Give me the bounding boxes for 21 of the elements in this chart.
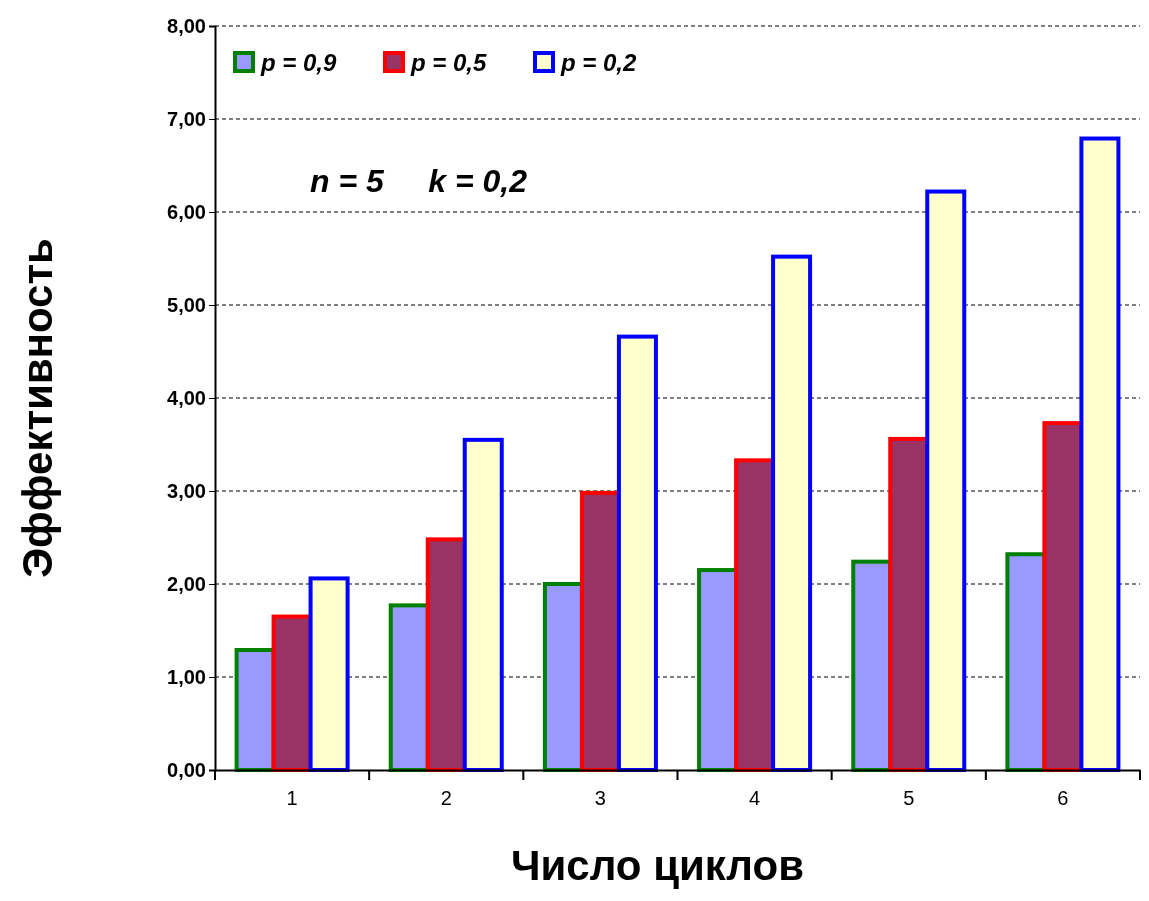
legend-label: p = 0,5 [410,49,488,76]
legend-label: p = 0,2 [560,49,638,76]
annotation: n = 5 k = 0,2 [310,163,528,199]
legend-label: p = 0,9 [260,49,338,76]
y-axis-title: Эффективность [14,238,61,578]
x-tick-label: 6 [1057,787,1069,809]
x-tick-label: 1 [286,787,298,809]
y-tick-label: 2,00 [167,572,206,595]
x-axis-title: Число циклов [511,842,804,889]
x-tick-label: 2 [440,787,452,809]
y-tick-label: 4,00 [167,386,206,409]
y-tick-label: 6,00 [167,200,206,223]
y-tick-label: 3,00 [167,479,206,502]
x-tick-label: 3 [594,787,606,809]
y-tick-label: 1,00 [167,665,206,688]
x-tick-label: 4 [749,787,761,809]
x-tick-label: 5 [903,787,915,809]
y-tick-label: 8,00 [167,14,206,37]
y-tick-label: 7,00 [167,107,206,130]
y-tick-label: 0,00 [167,758,206,781]
y-tick-label: 5,00 [167,293,206,316]
